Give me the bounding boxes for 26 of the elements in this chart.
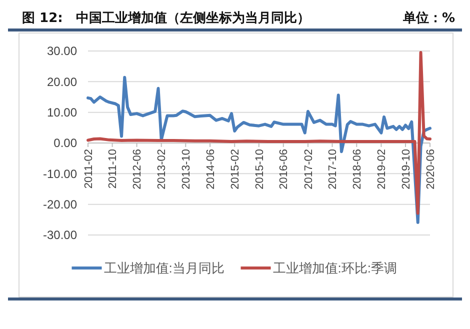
chart-subtitle: 单位：% [402, 10, 455, 26]
y-tick-label: -20.00 [42, 198, 78, 212]
x-tick-label: 2019-10 [400, 149, 412, 190]
y-tick-label: -30.00 [42, 228, 78, 242]
x-tick-label: 2013-02 [156, 149, 168, 190]
y-tick-label: 20.00 [46, 74, 78, 89]
x-tick-label: 2015-10 [254, 149, 266, 190]
x-tick-label: 2014-06 [204, 149, 217, 190]
x-tick-label: 2017-02 [302, 149, 315, 190]
x-tick-label: 2013-10 [180, 149, 192, 190]
x-tick-label: 2012-06 [132, 149, 144, 190]
x-tick-label: 2019-02 [376, 149, 388, 190]
y-tick-label: 0.00 [54, 136, 78, 150]
y-tick-label: 10.00 [46, 106, 78, 120]
x-tick-label: 2018-06 [351, 149, 364, 190]
x-tick-label: 2011-10 [107, 149, 120, 189]
x-tick-label: 2015-02 [229, 149, 242, 190]
chart-title: 图 12: 中国工业增加值（左侧坐标为当月同比） [22, 10, 310, 26]
x-tick-label: 2011-02 [82, 149, 95, 189]
x-tick-label: 2020-06 [424, 149, 437, 190]
y-tick-label: -10.00 [42, 166, 78, 181]
y-tick-label: 30.00 [46, 44, 78, 58]
legend-label: 工业增加值:当月同比 [104, 260, 224, 276]
x-tick-label: 2016-06 [278, 149, 290, 190]
x-tick-label: 2017-10 [327, 149, 340, 190]
legend-label: 工业增加值:环比:季调 [272, 260, 397, 276]
